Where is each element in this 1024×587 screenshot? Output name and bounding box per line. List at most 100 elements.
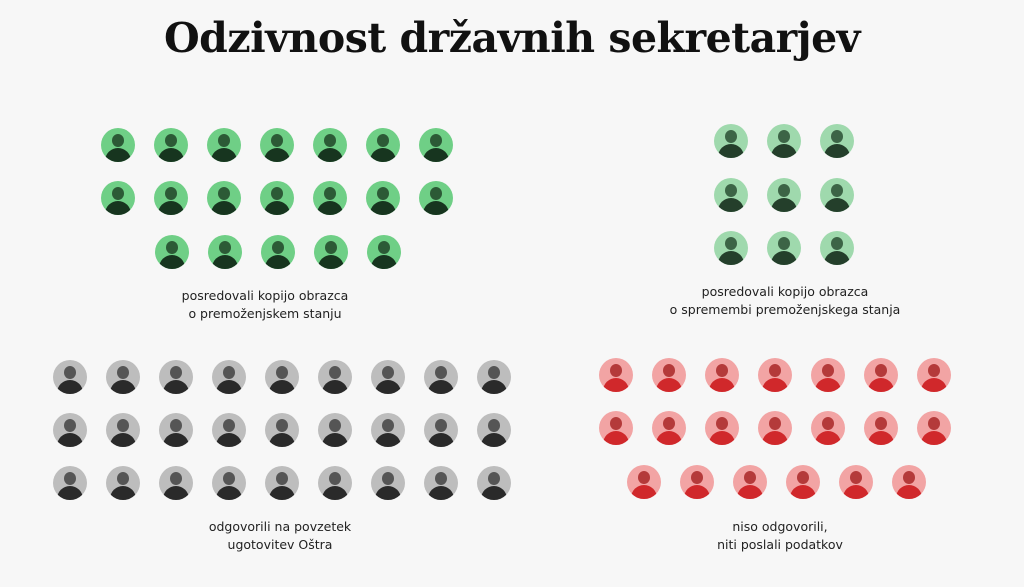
person-photo (892, 465, 926, 499)
person-body (824, 198, 850, 212)
person-head (165, 187, 177, 200)
person-body (824, 251, 850, 265)
person-head (822, 364, 834, 377)
person-body (684, 485, 710, 499)
person-photo (599, 411, 633, 445)
person-body (737, 485, 763, 499)
person-head (378, 241, 390, 254)
person-photo (371, 413, 405, 447)
person-head (778, 237, 790, 250)
person-body (762, 378, 788, 392)
person-head (271, 187, 283, 200)
person-photo (864, 358, 898, 392)
person-head (435, 366, 447, 379)
person-head (725, 237, 737, 250)
person-body (481, 380, 507, 394)
person-body (317, 201, 343, 215)
person-photo (767, 124, 801, 158)
person-head (117, 472, 129, 485)
person-body (317, 148, 343, 162)
person-body (212, 255, 238, 269)
person-photo (106, 360, 140, 394)
person-body (371, 255, 397, 269)
person-photo (159, 413, 193, 447)
person-body (370, 148, 396, 162)
avatar-row (714, 124, 854, 158)
person-head (691, 471, 703, 484)
person-head (610, 364, 622, 377)
person-photo (371, 466, 405, 500)
person-body (322, 486, 348, 500)
avatar-row (714, 231, 854, 265)
person-body (762, 431, 788, 445)
person-photo (758, 411, 792, 445)
person-photo (318, 360, 352, 394)
person-head (716, 417, 728, 430)
person-body (718, 144, 744, 158)
person-photo (705, 358, 739, 392)
person-head (329, 419, 341, 432)
person-photo (811, 411, 845, 445)
person-head (382, 472, 394, 485)
person-body (771, 251, 797, 265)
avatar-row (53, 413, 511, 447)
person-body (868, 431, 894, 445)
person-photo (627, 465, 661, 499)
person-head (377, 187, 389, 200)
person-body (211, 148, 237, 162)
person-photo (367, 235, 401, 269)
person-body (428, 433, 454, 447)
person-head (663, 364, 675, 377)
person-head (610, 417, 622, 430)
person-body (428, 380, 454, 394)
person-photo (839, 465, 873, 499)
person-head (928, 417, 940, 430)
avatar-row (599, 358, 951, 392)
person-photo (154, 181, 188, 215)
person-head (875, 364, 887, 377)
person-head (778, 130, 790, 143)
person-photo (767, 231, 801, 265)
person-photo (599, 358, 633, 392)
person-body (896, 485, 922, 499)
person-head (435, 419, 447, 432)
person-head (276, 366, 288, 379)
person-head (430, 187, 442, 200)
person-head (430, 134, 442, 147)
caption-green-right: posredovali kopijo obrazca o spremembi p… (660, 283, 910, 319)
person-body (57, 486, 83, 500)
avatar-row (155, 235, 401, 269)
person-photo (212, 466, 246, 500)
person-photo (260, 181, 294, 215)
person-photo (820, 231, 854, 265)
avatar-row (714, 178, 854, 212)
person-photo (314, 235, 348, 269)
person-head (219, 241, 231, 254)
person-head (435, 472, 447, 485)
person-photo (680, 465, 714, 499)
person-photo (786, 465, 820, 499)
person-head (218, 134, 230, 147)
caption-line-2: niti poslali podatkov (717, 537, 843, 552)
person-body (269, 433, 295, 447)
person-head (218, 187, 230, 200)
person-head (223, 472, 235, 485)
person-body (216, 433, 242, 447)
person-head (329, 472, 341, 485)
person-photo (767, 178, 801, 212)
person-body (216, 486, 242, 500)
person-body (718, 251, 744, 265)
person-photo (366, 128, 400, 162)
avatar-row (627, 465, 926, 499)
caption-gray: odgovorili na povzetek ugotovitev Oštra (165, 518, 395, 554)
person-body (824, 144, 850, 158)
person-body (603, 378, 629, 392)
person-photo (207, 128, 241, 162)
person-head (64, 366, 76, 379)
person-head (850, 471, 862, 484)
person-photo (106, 413, 140, 447)
person-photo (714, 231, 748, 265)
person-body (481, 433, 507, 447)
person-photo (318, 413, 352, 447)
person-body (105, 148, 131, 162)
